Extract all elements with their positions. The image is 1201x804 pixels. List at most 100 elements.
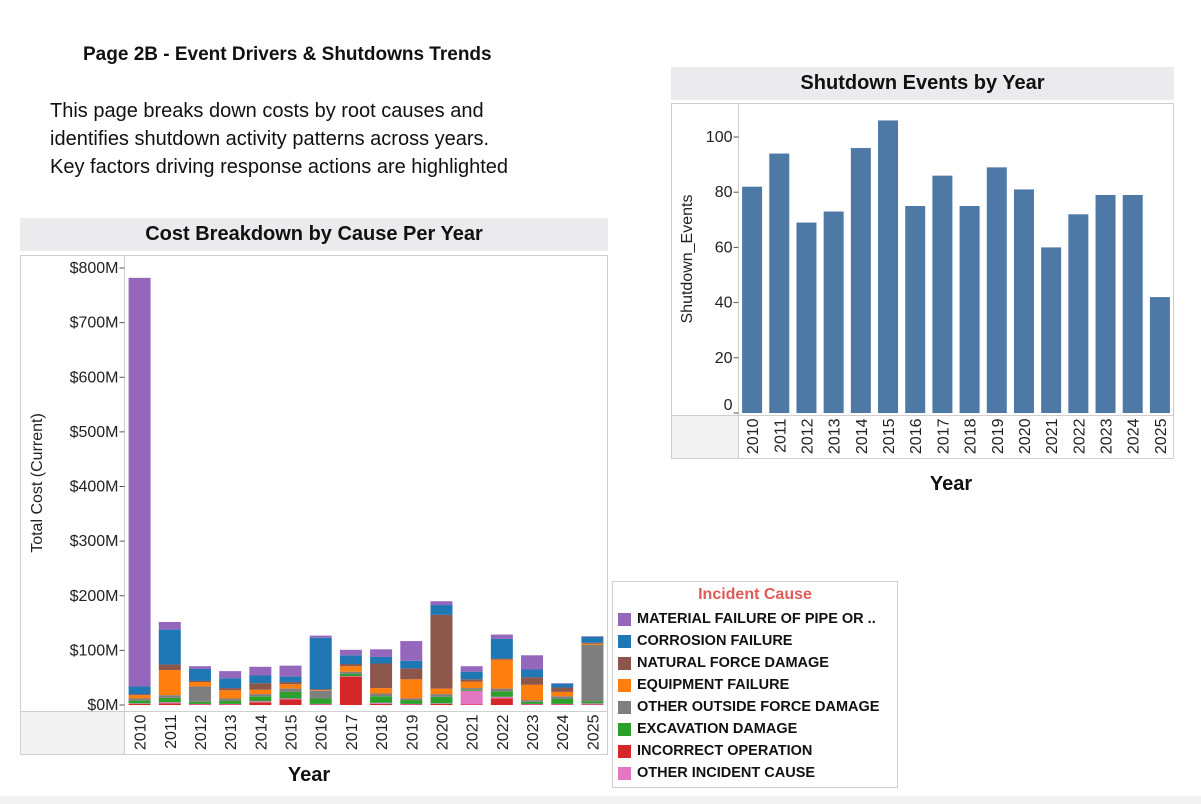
bar-segment[interactable] bbox=[128, 686, 151, 695]
bar-segment[interactable] bbox=[249, 702, 272, 705]
bar-segment[interactable] bbox=[460, 679, 483, 682]
bar-segment[interactable] bbox=[188, 680, 211, 683]
shutdown-bar[interactable] bbox=[959, 206, 980, 413]
bar-segment[interactable] bbox=[219, 698, 242, 701]
shutdown-bar[interactable] bbox=[850, 148, 871, 414]
bar-segment[interactable] bbox=[339, 649, 362, 656]
bar-segment[interactable] bbox=[339, 676, 362, 705]
bar-segment[interactable] bbox=[430, 703, 453, 705]
bar-segment[interactable] bbox=[581, 704, 604, 705]
bar-segment[interactable] bbox=[158, 664, 181, 671]
bar-segment[interactable] bbox=[400, 679, 423, 699]
bar-segment[interactable] bbox=[551, 696, 574, 699]
bar-segment[interactable] bbox=[128, 694, 151, 696]
bar-segment[interactable] bbox=[400, 700, 423, 704]
bar-segment[interactable] bbox=[128, 277, 151, 687]
bar-segment[interactable] bbox=[460, 689, 483, 691]
bar-segment[interactable] bbox=[400, 698, 423, 701]
bar-segment[interactable] bbox=[219, 688, 242, 691]
bar-segment[interactable] bbox=[551, 683, 574, 684]
bar-segment[interactable] bbox=[158, 702, 181, 704]
bar-segment[interactable] bbox=[400, 660, 423, 669]
legend-item[interactable]: CORROSION FAILURE bbox=[613, 630, 897, 652]
bar-segment[interactable] bbox=[490, 659, 513, 689]
bar-segment[interactable] bbox=[158, 629, 181, 665]
bar-segment[interactable] bbox=[219, 678, 242, 689]
legend-item[interactable]: EXCAVATION DAMAGE bbox=[613, 718, 897, 740]
bar-segment[interactable] bbox=[309, 689, 332, 691]
bar-segment[interactable] bbox=[279, 684, 302, 689]
bar-segment[interactable] bbox=[370, 663, 393, 689]
bar-segment[interactable] bbox=[551, 704, 574, 705]
bar-segment[interactable] bbox=[521, 684, 544, 701]
bar-segment[interactable] bbox=[490, 691, 513, 697]
bar-segment[interactable] bbox=[279, 699, 302, 705]
bar-segment[interactable] bbox=[521, 704, 544, 705]
bar-segment[interactable] bbox=[158, 621, 181, 630]
bar-segment[interactable] bbox=[339, 655, 362, 665]
shutdown-bar[interactable] bbox=[986, 167, 1007, 413]
bar-segment[interactable] bbox=[249, 683, 272, 690]
bar-segment[interactable] bbox=[309, 703, 332, 705]
bar-segment[interactable] bbox=[279, 691, 302, 699]
bar-segment[interactable] bbox=[400, 704, 423, 705]
bar-segment[interactable] bbox=[521, 655, 544, 670]
shutdown-bar[interactable] bbox=[905, 206, 926, 413]
legend-item[interactable]: OTHER OUTSIDE FORCE DAMAGE bbox=[613, 696, 897, 718]
bar-segment[interactable] bbox=[521, 701, 544, 704]
bar-segment[interactable] bbox=[551, 687, 574, 692]
bar-segment[interactable] bbox=[521, 700, 544, 702]
bar-segment[interactable] bbox=[430, 605, 453, 615]
bar-segment[interactable] bbox=[370, 696, 393, 703]
bar-segment[interactable] bbox=[430, 696, 453, 704]
bar-segment[interactable] bbox=[309, 690, 332, 699]
bar-segment[interactable] bbox=[490, 634, 513, 639]
bar-segment[interactable] bbox=[339, 673, 362, 677]
bar-segment[interactable] bbox=[339, 671, 362, 674]
bar-segment[interactable] bbox=[249, 675, 272, 684]
bar-segment[interactable] bbox=[219, 704, 242, 705]
bar-segment[interactable] bbox=[430, 703, 453, 704]
bar-segment[interactable] bbox=[460, 671, 483, 680]
shutdown-bar[interactable] bbox=[932, 175, 953, 413]
bar-segment[interactable] bbox=[460, 704, 483, 705]
bar-segment[interactable] bbox=[490, 658, 513, 660]
bar-segment[interactable] bbox=[188, 686, 211, 702]
bar-segment[interactable] bbox=[581, 636, 604, 643]
bar-segment[interactable] bbox=[581, 701, 604, 704]
bar-segment[interactable] bbox=[581, 636, 604, 637]
bar-segment[interactable] bbox=[400, 641, 423, 661]
bar-segment[interactable] bbox=[309, 698, 332, 704]
bar-segment[interactable] bbox=[460, 688, 483, 690]
bar-segment[interactable] bbox=[430, 688, 453, 695]
bar-segment[interactable] bbox=[219, 700, 242, 704]
bar-segment[interactable] bbox=[158, 695, 181, 698]
bar-segment[interactable] bbox=[309, 704, 332, 705]
bar-segment[interactable] bbox=[581, 643, 604, 645]
bar-segment[interactable] bbox=[309, 690, 332, 691]
bar-segment[interactable] bbox=[219, 671, 242, 679]
bar-segment[interactable] bbox=[249, 666, 272, 676]
bar-segment[interactable] bbox=[188, 701, 211, 704]
bar-segment[interactable] bbox=[400, 703, 423, 705]
bar-segment[interactable] bbox=[370, 656, 393, 664]
bar-segment[interactable] bbox=[551, 691, 574, 697]
bar-segment[interactable] bbox=[188, 703, 211, 705]
bar-segment[interactable] bbox=[581, 703, 604, 705]
bar-segment[interactable] bbox=[219, 703, 242, 705]
legend-item[interactable]: INCORRECT OPERATION bbox=[613, 740, 897, 762]
bar-segment[interactable] bbox=[490, 698, 513, 705]
shutdown-bar[interactable] bbox=[1149, 297, 1170, 413]
bar-segment[interactable] bbox=[128, 700, 151, 704]
bar-segment[interactable] bbox=[490, 696, 513, 699]
bar-segment[interactable] bbox=[279, 676, 302, 683]
legend-item[interactable]: NATURAL FORCE DAMAGE bbox=[613, 652, 897, 674]
bar-segment[interactable] bbox=[551, 683, 574, 688]
legend-item[interactable]: OTHER INCIDENT CAUSE bbox=[613, 762, 897, 784]
bar-segment[interactable] bbox=[158, 697, 181, 703]
bar-segment[interactable] bbox=[128, 695, 151, 699]
bar-segment[interactable] bbox=[279, 698, 302, 700]
bar-segment[interactable] bbox=[490, 638, 513, 659]
bar-segment[interactable] bbox=[279, 665, 302, 677]
bar-segment[interactable] bbox=[430, 694, 453, 697]
